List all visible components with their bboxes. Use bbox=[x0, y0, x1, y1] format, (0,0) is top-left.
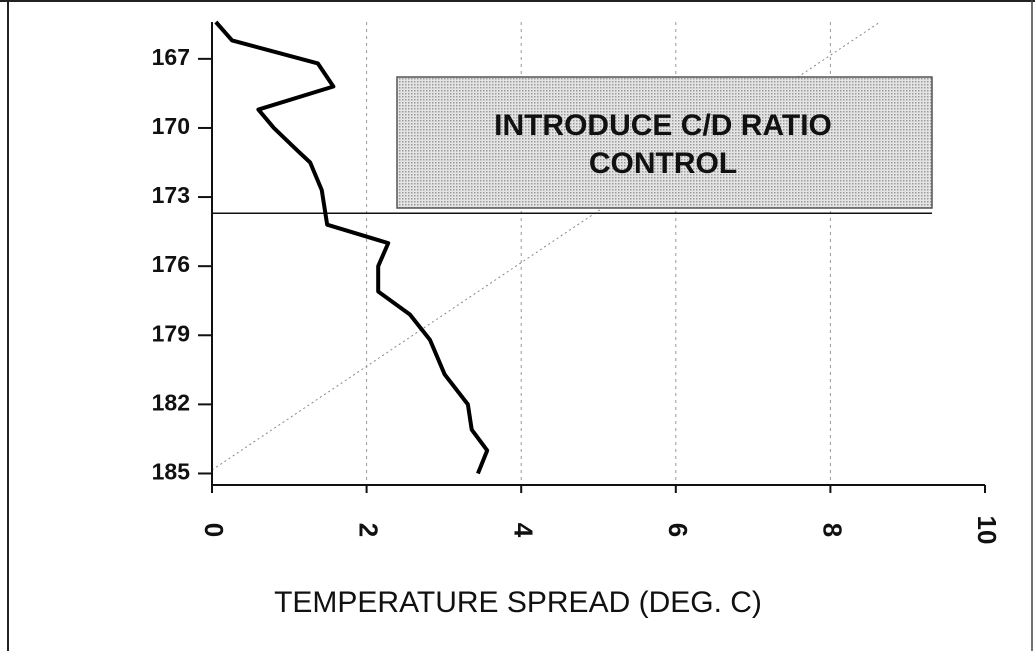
x-axis-label: TEMPERATURE SPREAD (DEG. C) bbox=[274, 586, 762, 619]
x-tick-label: 0 bbox=[199, 523, 229, 537]
annotation-text: CONTROL bbox=[589, 147, 737, 180]
x-tick-label: 2 bbox=[354, 523, 384, 537]
x-tick-label: 8 bbox=[818, 523, 848, 537]
x-tick-label: 10 bbox=[972, 516, 1002, 545]
y-tick-label: 167 bbox=[152, 44, 190, 70]
x-tick-label: 4 bbox=[508, 523, 538, 538]
y-tick-label: 176 bbox=[152, 251, 190, 277]
x-tick-label: 6 bbox=[663, 523, 693, 537]
data-line bbox=[214, 20, 490, 475]
y-tick-label: 179 bbox=[152, 320, 190, 346]
annotation-box bbox=[396, 76, 933, 209]
y-tick-label: 182 bbox=[152, 389, 190, 415]
y-tick-label: 170 bbox=[152, 113, 190, 139]
y-tick-label: 173 bbox=[152, 182, 190, 208]
annotation-text: INTRODUCE C/D RATIO bbox=[494, 109, 832, 142]
y-tick-label: 185 bbox=[152, 459, 191, 485]
